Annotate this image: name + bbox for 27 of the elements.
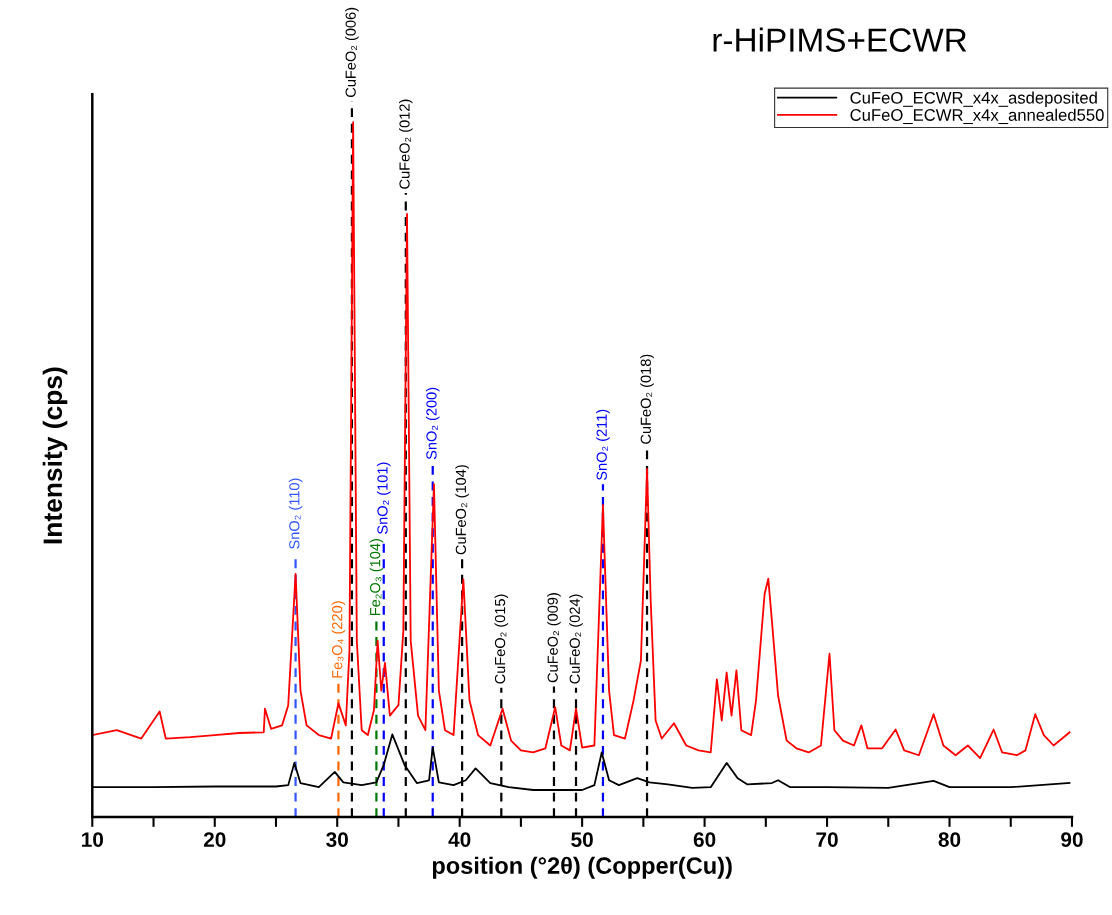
legend-label: CuFeO_ECWR_x4x_asdeposited	[850, 91, 1097, 107]
ref-line-label: SnO₂ (101)	[376, 462, 391, 534]
chart-title: r-HiPIMS+ECWR	[713, 27, 967, 52]
x-tick-label: 30	[326, 832, 348, 848]
x-tick-label: 10	[82, 832, 104, 847]
ref-line-label: SnO₂ (110)	[288, 478, 303, 549]
ref-line-label: Fe₂O₃ (104)	[369, 539, 384, 616]
x-tick-label: 40	[448, 832, 471, 847]
ref-line-label: CuFeO₂ (104)	[455, 465, 469, 555]
ref-line-label: CuFeO₂ (015)	[494, 594, 509, 684]
ref-line-label: SnO₂ (211)	[596, 409, 610, 481]
ref-line-label: CuFeO₂ (012)	[398, 99, 413, 189]
x-tick-label: 50	[571, 832, 593, 847]
ref-line-label: CuFeO₂ (018)	[640, 354, 654, 444]
legend-label: CuFeO_ECWR_x4x_annealed550	[850, 108, 1104, 125]
ref-line-label: CuFeO₂ (009)	[547, 593, 561, 683]
ref-line-label: CuFeO₂ (024)	[569, 594, 583, 684]
x-tick-label: 70	[816, 832, 838, 847]
y-axis-title: Intensity (cps)	[42, 367, 68, 544]
x-tick-label: 80	[938, 832, 961, 847]
x-tick-label: 60	[693, 832, 716, 847]
ref-line-label: CuFeO₂ (006)	[345, 7, 359, 97]
x-axis-title: position (°2θ) (Copper(Cu))	[432, 856, 732, 879]
x-tick-label: 20	[203, 832, 226, 847]
ref-line-label: SnO₂ (200)	[425, 387, 440, 460]
ref-line-label: Fe₃O₄ (220)	[331, 601, 346, 678]
x-tick-label: 90	[1061, 832, 1083, 847]
